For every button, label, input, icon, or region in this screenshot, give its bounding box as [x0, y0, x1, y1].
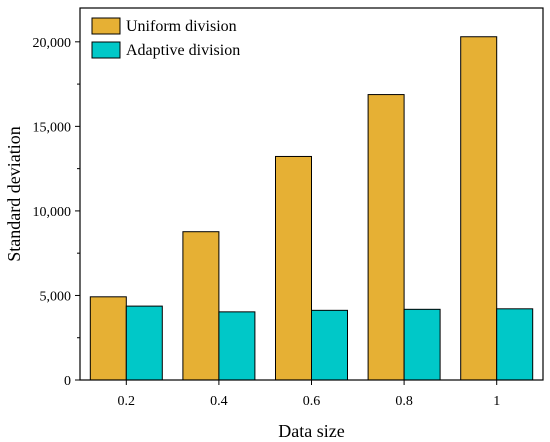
x-tick-label: 0.4 [210, 394, 228, 409]
legend-swatch-adaptive [91, 41, 121, 59]
x-axis-title: Data size [278, 421, 344, 441]
y-tick-label: 20,000 [33, 36, 72, 51]
legend-swatch-uniform [91, 17, 121, 35]
bar-adaptive-0.4 [218, 311, 256, 381]
legend-label-uniform: Uniform division [126, 18, 237, 35]
bar-uniform-0.6 [275, 155, 312, 381]
bars-layer [89, 36, 534, 381]
plot-frame [79, 7, 544, 381]
bar-uniform-0.4 [182, 231, 220, 381]
x-tick-label: 0.6 [303, 394, 321, 409]
bar-adaptive-0.8 [403, 308, 441, 381]
x-tick-label: 1 [493, 394, 500, 409]
y-axis-title: Standard deviation [4, 126, 24, 261]
bar-adaptive-1 [496, 308, 534, 381]
legend: Uniform division Adaptive division [91, 17, 240, 59]
x-tick-label: 0.8 [395, 394, 413, 409]
bar-uniform-1 [460, 36, 498, 381]
bar-uniform-0.8 [367, 94, 405, 381]
legend-label-adaptive: Adaptive division [126, 42, 240, 59]
y-tick-label: 15,000 [33, 120, 72, 135]
ticks-layer: 0.2 0.4 0.6 0.8 1 0 5,000 10,000 15,000 20,000 [33, 36, 501, 409]
y-tick-label: 10,000 [33, 205, 72, 220]
bar-adaptive-0.2 [125, 305, 163, 381]
bar-uniform-0.2 [89, 296, 127, 381]
bar-adaptive-0.6 [311, 309, 348, 381]
x-tick-label: 0.2 [118, 394, 136, 409]
y-tick-label: 0 [64, 374, 71, 389]
y-tick-label: 5,000 [40, 289, 72, 304]
